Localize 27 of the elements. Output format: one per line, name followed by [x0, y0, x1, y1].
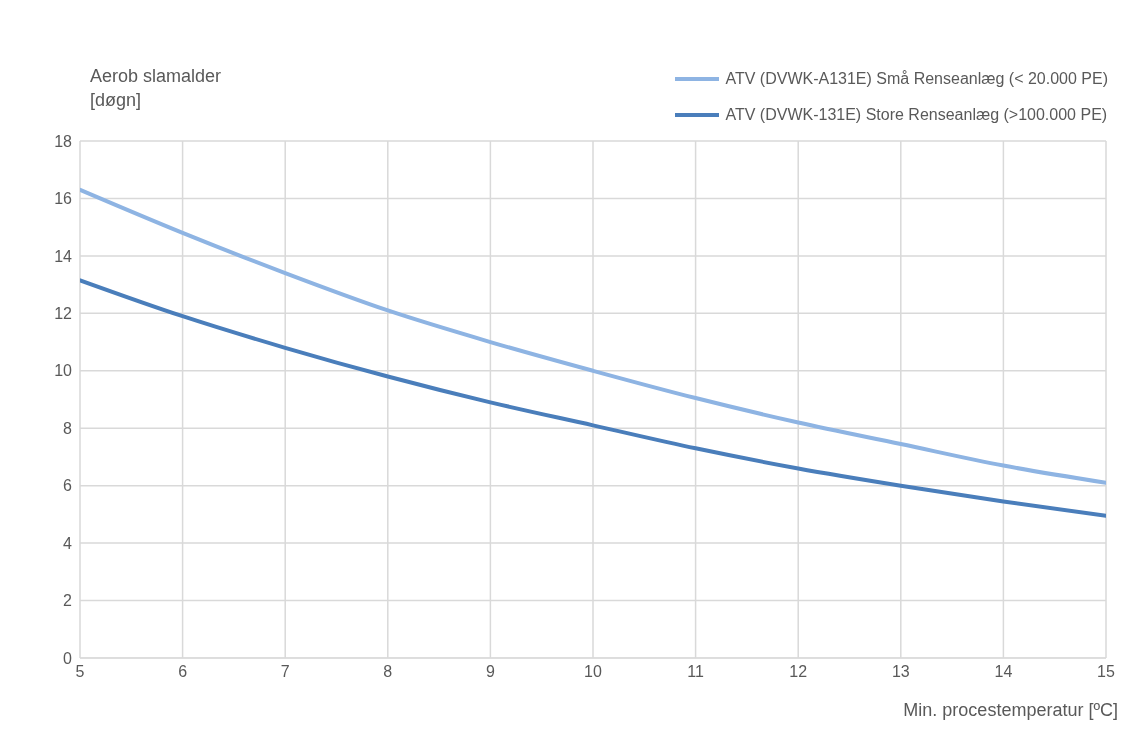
y-tick-label: 12: [54, 305, 73, 323]
y-tick-label: 18: [54, 132, 73, 150]
x-tick-label: 10: [584, 663, 602, 681]
y-tick-label: 8: [63, 419, 73, 437]
y-tick-label: 10: [54, 362, 73, 380]
y-tick-label: 16: [54, 190, 73, 208]
line-series: [80, 278, 1106, 518]
x-tick-label: 6: [178, 663, 188, 681]
x-tick-label: 9: [485, 663, 495, 681]
legend-label: ATV (DVWK-A131E) Små Renseanlæg (< 20.000 PE): [725, 70, 1108, 88]
y-axis-title: Aerob slamalder [døgn]: [90, 65, 222, 112]
y-tick-label: 4: [63, 534, 73, 552]
x-axis-title: Min. procestemperatur [ºC]: [903, 700, 1118, 721]
x-tick-label: 7: [280, 663, 290, 681]
x-tick-label: 8: [383, 663, 393, 681]
y-tick-label: 2: [63, 592, 73, 610]
y-tick-label: 0: [63, 649, 73, 667]
x-tick-label: 5: [75, 663, 85, 681]
y-tick-label: 14: [54, 247, 73, 265]
x-tick-label: 15: [1097, 663, 1115, 681]
legend-label: ATV (DVWK-131E) Store Renseanlæg (>100.000 PE): [725, 106, 1108, 124]
y-tick-label: 6: [63, 477, 73, 495]
x-tick-label: 11: [687, 663, 705, 681]
x-tick-label: 14: [994, 663, 1013, 681]
x-tick-label: 12: [789, 663, 808, 681]
x-tick-label: 13: [891, 663, 910, 681]
line-series: [80, 187, 1106, 485]
